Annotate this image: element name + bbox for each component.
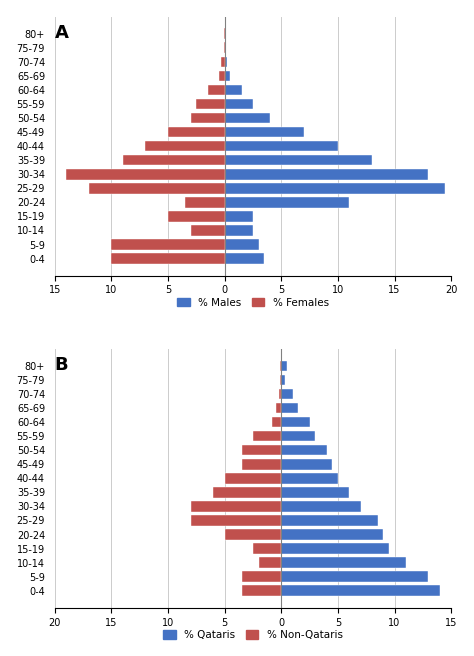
- Bar: [280, 375, 281, 385]
- Bar: [281, 515, 377, 525]
- Bar: [225, 71, 230, 81]
- Bar: [242, 459, 281, 470]
- Bar: [191, 113, 225, 123]
- Bar: [225, 113, 270, 123]
- Bar: [225, 98, 253, 110]
- Bar: [168, 127, 225, 137]
- Bar: [279, 389, 281, 400]
- Bar: [225, 529, 281, 540]
- Bar: [225, 225, 253, 236]
- Bar: [242, 586, 281, 596]
- Bar: [225, 155, 372, 165]
- Legend: % Qataris, % Non-Qataris: % Qataris, % Non-Qataris: [159, 626, 346, 644]
- Bar: [89, 183, 225, 194]
- Bar: [225, 127, 304, 137]
- Bar: [281, 389, 292, 400]
- Bar: [281, 501, 361, 512]
- Bar: [111, 239, 225, 250]
- Bar: [281, 543, 389, 554]
- Bar: [123, 155, 225, 165]
- Bar: [281, 586, 440, 596]
- Bar: [242, 445, 281, 455]
- Bar: [168, 211, 225, 222]
- Bar: [225, 211, 253, 222]
- Bar: [146, 141, 225, 152]
- Bar: [280, 361, 281, 371]
- Bar: [281, 558, 406, 568]
- Bar: [196, 98, 225, 110]
- Bar: [253, 431, 281, 441]
- Bar: [185, 197, 225, 208]
- Bar: [191, 225, 225, 236]
- Bar: [281, 403, 298, 413]
- Bar: [281, 529, 383, 540]
- Bar: [281, 445, 327, 455]
- Bar: [281, 417, 310, 427]
- Bar: [225, 253, 264, 264]
- Bar: [242, 571, 281, 582]
- Bar: [281, 487, 349, 498]
- Bar: [225, 169, 428, 180]
- Bar: [275, 403, 281, 413]
- Bar: [224, 43, 225, 53]
- Bar: [281, 459, 332, 470]
- Bar: [225, 85, 242, 95]
- Bar: [225, 28, 226, 39]
- Bar: [281, 375, 285, 385]
- Bar: [191, 501, 281, 512]
- Bar: [259, 558, 281, 568]
- Bar: [225, 43, 226, 53]
- Bar: [111, 253, 225, 264]
- Bar: [213, 487, 281, 498]
- Bar: [225, 183, 446, 194]
- Bar: [253, 543, 281, 554]
- Bar: [281, 361, 287, 371]
- Bar: [208, 85, 225, 95]
- Bar: [225, 56, 227, 67]
- Text: B: B: [55, 356, 68, 374]
- Bar: [66, 169, 225, 180]
- Bar: [281, 431, 315, 441]
- Bar: [219, 71, 225, 81]
- Text: A: A: [55, 24, 69, 42]
- Bar: [281, 473, 338, 483]
- Bar: [272, 417, 281, 427]
- Bar: [224, 28, 225, 39]
- Bar: [225, 197, 349, 208]
- Bar: [191, 515, 281, 525]
- Legend: % Males, % Females: % Males, % Females: [173, 293, 333, 312]
- Bar: [225, 239, 259, 250]
- Bar: [221, 56, 225, 67]
- Bar: [225, 473, 281, 483]
- Bar: [225, 141, 338, 152]
- Bar: [281, 571, 428, 582]
